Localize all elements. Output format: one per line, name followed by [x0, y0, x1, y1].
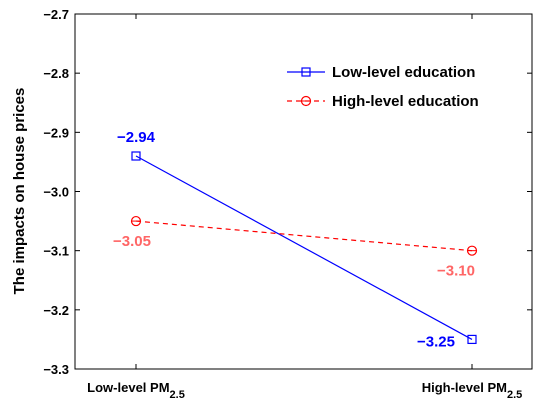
legend-label: Low-level education: [332, 64, 475, 81]
x-tick-label: High-level PM2.5: [422, 380, 523, 401]
series-line-high-education: [135, 220, 473, 252]
y-tick-label: −2.9: [43, 125, 69, 140]
data-label: −2.94: [117, 129, 156, 146]
y-tick-label: −3.0: [43, 185, 69, 200]
y-tick-label: −3.2: [43, 303, 69, 318]
x-axis: Low-level PM2.5 High-level PM2.5: [87, 14, 522, 401]
legend: Low-level education High-level education: [287, 64, 479, 110]
series-line-low-education: [135, 155, 473, 340]
legend-label: High-level education: [332, 93, 479, 110]
y-axis-title: The impacts on house prices: [11, 88, 28, 295]
y-tick-label: −3.1: [43, 244, 69, 259]
x-tick-label: Low-level PM2.5: [87, 380, 185, 401]
plot-area: [74, 13, 533, 370]
series-layer: −2.94 −3.25 −3.05 −3.10: [113, 129, 478, 350]
data-label: −3.10: [437, 263, 475, 280]
data-point-square: [131, 151, 141, 161]
legend-marker-square: [301, 67, 311, 77]
data-label: −3.25: [417, 333, 455, 350]
y-tick-label: −2.7: [43, 7, 69, 22]
y-tick-label: −2.8: [43, 66, 69, 81]
data-label: −3.05: [113, 233, 151, 250]
y-axis: −2.7 −2.8 −2.9 −3.0 −3.1 −3.2 −3.3: [43, 7, 532, 377]
y-tick-label: −3.3: [43, 362, 69, 377]
data-point-square: [467, 334, 477, 345]
